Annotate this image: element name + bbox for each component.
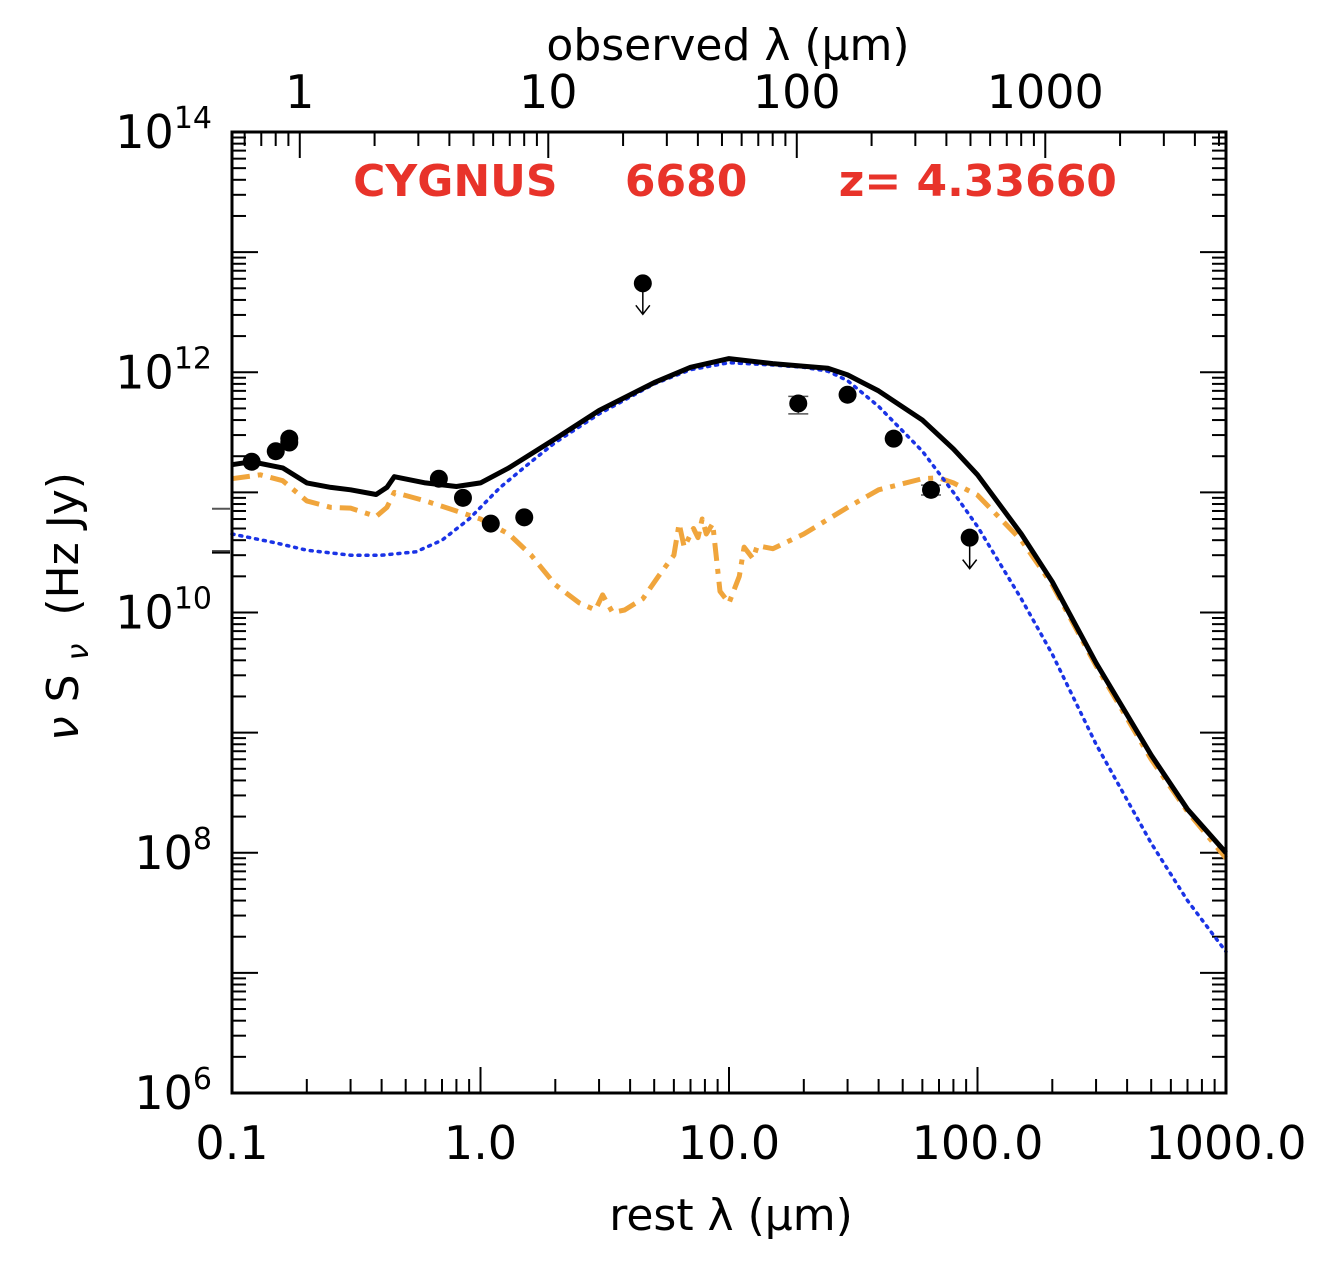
axis-ticks [212,132,1227,1094]
y-tick-label: 108 [134,822,212,880]
y-tick-exponent: 8 [193,822,212,857]
x-tick-label: 0.1 [195,1116,268,1170]
data-point [453,488,472,507]
y-axis-title-sub: ν [61,643,96,660]
series-total-model [231,356,1228,855]
y-axis-title: ν S ν (Hz Jy) [38,472,99,741]
upper-limit-arrowhead [635,304,651,316]
data-point [280,433,299,452]
title-redshift: z= 4.33660 [839,156,1117,207]
y-tick-base: 10 [134,1066,193,1120]
photometry-points [242,274,979,570]
x-tick-label: 100.0 [912,1116,1044,1170]
y-axis-title-s: S [38,674,89,702]
data-point [242,452,261,471]
data-point [838,385,857,404]
x2-axis-title: observed λ (μm) [546,20,909,71]
upper-limit-arrowhead [962,559,978,570]
data-point [429,469,448,488]
x-tick-label: 10.0 [678,1116,780,1170]
x2-tick-label: 1 [285,65,314,119]
x2-tick-label: 1000 [987,65,1104,119]
data-point [884,429,903,448]
series-stellar-component [231,472,1228,860]
data-point [515,508,534,527]
chart-title: CYGNUS 6680 z= 4.33660 [353,156,1117,207]
y-tick-label: 106 [134,1062,212,1120]
data-point [922,480,941,499]
plot-frame [230,130,1228,1095]
y-tick-base: 10 [115,105,174,159]
x-tick-label: 1.0 [444,1116,517,1170]
title-source-name: CYGNUS [353,156,558,207]
y-tick-label: 1010 [115,582,212,640]
y-tick-base: 10 [115,586,174,640]
y-tick-exponent: 12 [174,341,212,376]
data-point [266,442,285,461]
y-tick-exponent: 10 [174,582,212,617]
data-point [481,514,500,533]
y-tick-base: 10 [115,345,174,399]
x2-tick-label: 10 [519,65,578,119]
data-point [960,528,979,547]
x2-tick-label: 100 [753,65,841,119]
title-source-id: 6680 [625,156,747,207]
y-tick-exponent: 6 [193,1062,212,1097]
model-curves [230,356,1228,954]
y-axis-title-unit: (Hz Jy) [38,472,89,616]
y-tick-exponent: 14 [174,101,212,136]
x-tick-label: 1000.0 [1146,1116,1307,1170]
data-point [633,274,652,293]
data-point [789,394,808,413]
tick-labels: 0.1 1.0 10.0 100.0 1000.01 10 100 1000106108101… [115,65,1306,1170]
y-tick-label: 1012 [115,341,212,399]
series-dust-component [230,360,1228,954]
y-tick-base: 10 [134,826,193,880]
x-axis-title: rest λ (μm) [609,1190,853,1241]
y-axis-title-nu: ν [38,716,89,741]
y-tick-label: 1014 [115,101,212,159]
